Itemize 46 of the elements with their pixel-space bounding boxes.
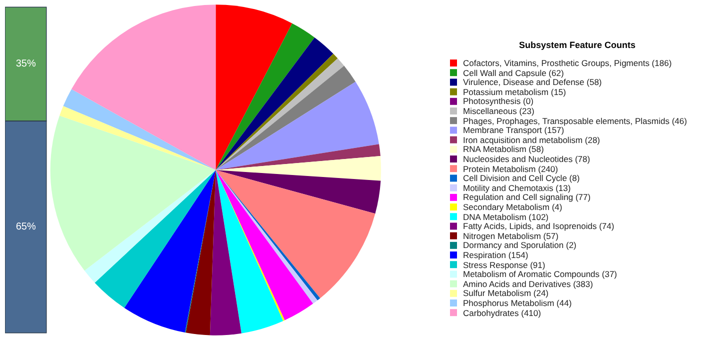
pie-slice [216, 170, 381, 214]
legend-label: Regulation and Cell signaling (77) [463, 192, 591, 202]
pie-slice [216, 144, 380, 170]
pie-slice [210, 170, 242, 336]
legend-title: Subsystem Feature Counts [519, 40, 636, 50]
legend-label: Cell Wall and Capsule (62) [463, 68, 564, 78]
legend-label: Nitrogen Metabolism (57) [463, 231, 559, 241]
legend-label: Fatty Acids, Lipids, and Isoprenoids (74) [463, 221, 614, 231]
legend-label: Dormancy and Sporulation (2) [463, 240, 577, 250]
legend-label: Photosynthesis (0) [463, 96, 534, 106]
legend-label: Potassium metabolism (15) [463, 87, 566, 97]
pie-slice [124, 170, 216, 332]
pie-slice [216, 4, 292, 170]
legend-label: Amino Acids and Derivatives (383) [463, 279, 594, 289]
legend-label: Stress Response (91) [463, 260, 546, 270]
legend-label: RNA Metabolism (58) [463, 144, 544, 154]
pie-slice [94, 170, 216, 308]
pie-slice [216, 82, 380, 170]
data-label: 65% [16, 222, 36, 233]
legend-label: Phosphorus Metabolism (44) [463, 298, 572, 308]
legend-label: Cofactors, Vitamins, Prosthetic Groups, Pigments (186) [463, 58, 672, 68]
legend-label: Miscellaneous (23) [463, 106, 535, 116]
pie-slice [84, 170, 216, 283]
legend-label: Metabolism of Aromatic Compounds (37) [463, 269, 618, 279]
legend-label: Phages, Prophages, Transposable elements, Plasmids (46) [463, 116, 688, 126]
legend-label: Motility and Chemotaxis (13) [463, 183, 571, 193]
pie-slice [71, 4, 216, 170]
pie-slice [216, 170, 376, 298]
pie-slice [216, 156, 382, 181]
pie-slice [216, 37, 334, 170]
legend-label: Protein Metabolism (240) [463, 164, 558, 174]
legend-label: Carbohydrates (410) [463, 308, 542, 318]
pie-slice [63, 89, 216, 170]
legend-label: DNA Metabolism (102) [463, 212, 549, 222]
legend-label: Nucleosides and Nucleotides (78) [463, 154, 590, 164]
legend-label: Respiration (154) [463, 250, 528, 260]
legend-label: Membrane Transport (157) [463, 125, 564, 135]
data-label: 35% [16, 58, 36, 70]
legend-label: Secondary Metabolism (4) [463, 202, 562, 212]
legend-label: Iron acquisition and metabolism (28) [463, 135, 600, 145]
pie-slice [50, 116, 216, 271]
legend-label: Cell Division and Cell Cycle (8) [463, 173, 580, 183]
legend-label: Sulfur Metabolism (24) [463, 288, 549, 298]
pie-slice [216, 23, 315, 170]
pie-slice [60, 106, 216, 170]
legend-label: Virulence, Disease and Defense (58) [463, 77, 602, 87]
